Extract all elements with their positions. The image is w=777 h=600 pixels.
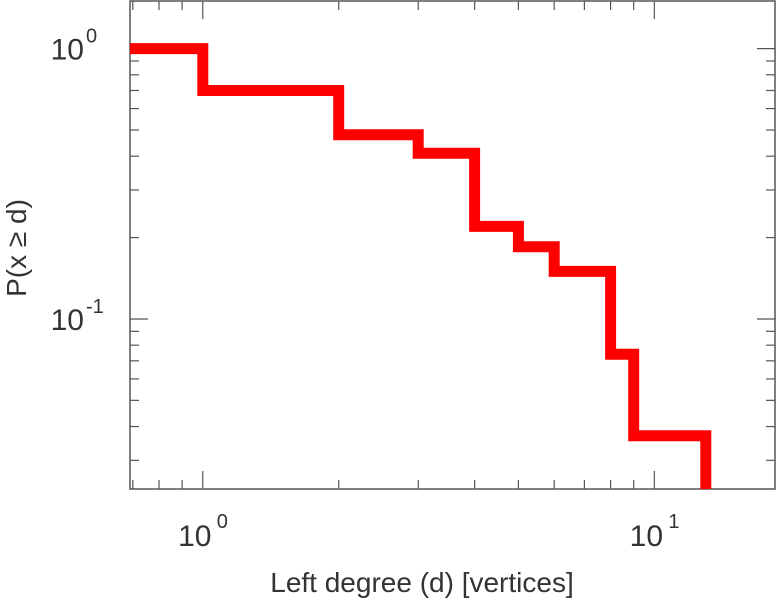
ccdf-step-line: [130, 43, 712, 489]
x-tick-exponent: 1: [668, 511, 679, 533]
y-tick-label: 10: [51, 34, 84, 67]
y-tick-label: 10: [51, 304, 84, 337]
y-tick-exponent: 0: [86, 26, 97, 48]
x-tick-exponent: 0: [217, 511, 228, 533]
minor-ticks: [130, 1, 775, 489]
y-tick-exponent: -1: [86, 296, 104, 318]
x-axis-label: Left degree (d) [vertices]: [270, 567, 573, 598]
series-layer: [130, 43, 712, 489]
major-ticks: [130, 1, 775, 489]
plot-frame: [129, 0, 776, 490]
x-tick-label: 10: [630, 520, 663, 553]
y-axis-label: P(x ≥ d): [1, 199, 32, 297]
x-tick-label: 10: [178, 520, 211, 553]
